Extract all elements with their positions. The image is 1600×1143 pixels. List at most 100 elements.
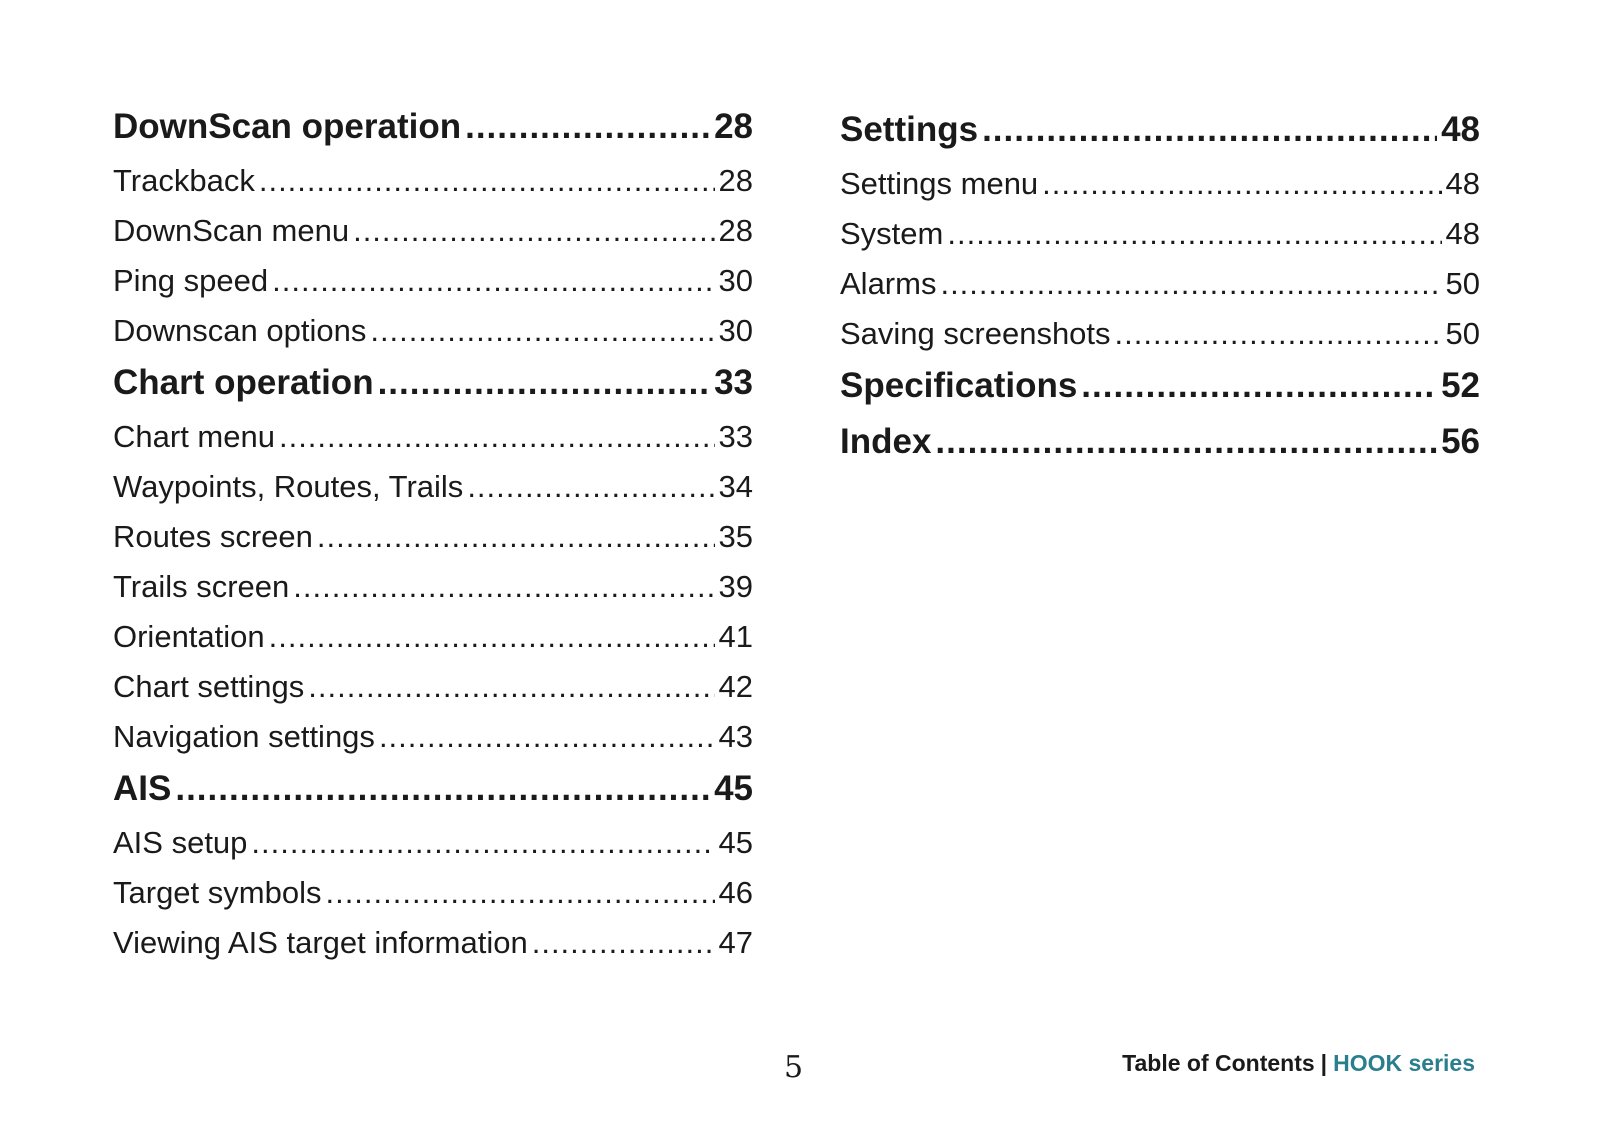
toc-entry-page: 48 bbox=[1445, 166, 1480, 201]
toc-entry-page: 45 bbox=[718, 825, 753, 860]
toc-entry[interactable]: Settings menu 48 bbox=[840, 159, 1480, 209]
toc-entry-label: Viewing AIS target information bbox=[113, 925, 528, 960]
toc-entry-label: Orientation bbox=[113, 619, 265, 654]
dot-leader bbox=[982, 103, 1437, 157]
dot-leader bbox=[325, 868, 714, 918]
toc-section-heading[interactable]: Index 56 bbox=[840, 415, 1480, 469]
toc-entry[interactable]: Saving screenshots 50 bbox=[840, 309, 1480, 359]
toc-entry-page: 43 bbox=[718, 719, 753, 754]
toc-entry-page: 50 bbox=[1445, 266, 1480, 301]
toc-left-column: DownScan operation28Trackback28DownScan … bbox=[113, 100, 753, 968]
dot-leader bbox=[269, 612, 715, 662]
dot-leader bbox=[1115, 309, 1442, 359]
dot-leader bbox=[947, 209, 1441, 259]
footer-series: HOOK series bbox=[1333, 1050, 1475, 1076]
toc-entry-page: 47 bbox=[718, 925, 753, 960]
toc-right-column: Settings 48 Settings menu 48 System 48 Alarms 5… bbox=[840, 103, 1480, 469]
toc-entry[interactable]: System 48 bbox=[840, 209, 1480, 259]
toc-entry-label: AIS setup bbox=[113, 825, 248, 860]
toc-section-heading[interactable]: DownScan operation 28 bbox=[113, 100, 753, 154]
dot-leader bbox=[175, 762, 710, 816]
toc-entry-page: 33 bbox=[718, 419, 753, 454]
toc-entry-label: Saving screenshots bbox=[840, 316, 1111, 351]
dot-leader bbox=[317, 512, 715, 562]
toc-entry-page: 41 bbox=[718, 619, 753, 654]
toc-entry-page: 45 bbox=[714, 769, 753, 808]
toc-entry[interactable]: Viewing AIS target information 47 bbox=[113, 918, 753, 968]
toc-section-heading[interactable]: Settings 48 bbox=[840, 103, 1480, 157]
dot-leader bbox=[1081, 359, 1437, 413]
page-number: 5 bbox=[784, 1050, 804, 1085]
toc-entry[interactable]: Waypoints, Routes, Trails 34 bbox=[113, 462, 753, 512]
toc-entry[interactable]: AIS setup 45 bbox=[113, 818, 753, 868]
toc-entry-label: AIS bbox=[113, 769, 172, 808]
toc-entry-label: DownScan operation bbox=[113, 107, 462, 146]
dot-leader bbox=[1042, 159, 1441, 209]
toc-entry-page: 33 bbox=[714, 363, 753, 402]
dot-leader bbox=[259, 156, 715, 206]
toc-entry-label: Trackback bbox=[113, 163, 255, 198]
toc-entry[interactable]: DownScan menu 28 bbox=[113, 206, 753, 256]
toc-entry-label: Routes screen bbox=[113, 519, 313, 554]
dot-leader bbox=[378, 356, 710, 410]
toc-entry-page: 46 bbox=[718, 875, 753, 910]
toc-section-heading[interactable]: Chart operation 33 bbox=[113, 356, 753, 410]
toc-entry[interactable]: Alarms 50 bbox=[840, 259, 1480, 309]
toc-entry-page: 30 bbox=[718, 263, 753, 298]
toc-section-heading[interactable]: Specifications 52 bbox=[840, 359, 1480, 413]
dot-leader bbox=[308, 662, 714, 712]
toc-entry-label: Target symbols bbox=[113, 875, 322, 910]
toc-entry-label: Chart operation bbox=[113, 363, 374, 402]
toc-entry-label: Chart settings bbox=[113, 669, 305, 704]
toc-entry-label: Chart menu bbox=[113, 419, 275, 454]
dot-leader bbox=[940, 259, 1441, 309]
toc-entry-page: 34 bbox=[718, 469, 753, 504]
toc-entry-page: 28 bbox=[714, 107, 753, 146]
toc-entry[interactable]: Chart settings 42 bbox=[113, 662, 753, 712]
dot-leader bbox=[532, 918, 715, 968]
dot-leader bbox=[293, 562, 714, 612]
toc-entry[interactable]: Ping speed 30 bbox=[113, 256, 753, 306]
toc-entry-label: Alarms bbox=[840, 266, 937, 301]
toc-entry[interactable]: Trackback 28 bbox=[113, 156, 753, 206]
toc-entry-label: System bbox=[840, 216, 944, 251]
dot-leader bbox=[935, 415, 1437, 469]
toc-entry-page: 39 bbox=[718, 569, 753, 604]
toc-entry[interactable]: Target symbols 46 bbox=[113, 868, 753, 918]
toc-entry-page: 28 bbox=[718, 213, 753, 248]
toc-entry-page: 52 bbox=[1441, 366, 1480, 405]
dot-leader bbox=[279, 412, 715, 462]
toc-entry[interactable]: Trails screen 39 bbox=[113, 562, 753, 612]
toc-entry-label: Trails screen bbox=[113, 569, 290, 604]
toc-entry[interactable]: Downscan options 30 bbox=[113, 306, 753, 356]
dot-leader bbox=[467, 462, 714, 512]
toc-entry-label: Index bbox=[840, 422, 932, 461]
toc-entry[interactable]: Navigation settings 43 bbox=[113, 712, 753, 762]
toc-entry[interactable]: Chart menu 33 bbox=[113, 412, 753, 462]
toc-section-heading[interactable]: AIS 45 bbox=[113, 762, 753, 816]
footer-separator: | bbox=[1320, 1050, 1328, 1076]
toc-entry-label: Ping speed bbox=[113, 263, 269, 298]
toc-entry[interactable]: Routes screen 35 bbox=[113, 512, 753, 562]
dot-leader bbox=[353, 206, 714, 256]
toc-entry-label: Specifications bbox=[840, 366, 1078, 405]
toc-entry-label: Waypoints, Routes, Trails bbox=[113, 469, 464, 504]
toc-entry-label: Navigation settings bbox=[113, 719, 375, 754]
toc-entry-page: 48 bbox=[1445, 216, 1480, 251]
toc-entry-label: Settings menu bbox=[840, 166, 1039, 201]
toc-entry-page: 56 bbox=[1441, 422, 1480, 461]
toc-entry-label: Downscan options bbox=[113, 313, 367, 348]
dot-leader bbox=[465, 100, 710, 154]
toc-entry-page: 28 bbox=[718, 163, 753, 198]
dot-leader bbox=[251, 818, 714, 868]
running-footer: Table of Contents | HOOK series bbox=[1122, 1050, 1475, 1077]
toc-entry-label: Settings bbox=[840, 110, 979, 149]
toc-entry[interactable]: Orientation 41 bbox=[113, 612, 753, 662]
toc-entry-page: 30 bbox=[718, 313, 753, 348]
toc-entry-label: DownScan menu bbox=[113, 213, 350, 248]
dot-leader bbox=[370, 306, 714, 356]
dot-leader bbox=[379, 712, 715, 762]
footer-section: Table of Contents bbox=[1122, 1050, 1315, 1076]
dot-leader bbox=[272, 256, 714, 306]
toc-entry-page: 35 bbox=[718, 519, 753, 554]
